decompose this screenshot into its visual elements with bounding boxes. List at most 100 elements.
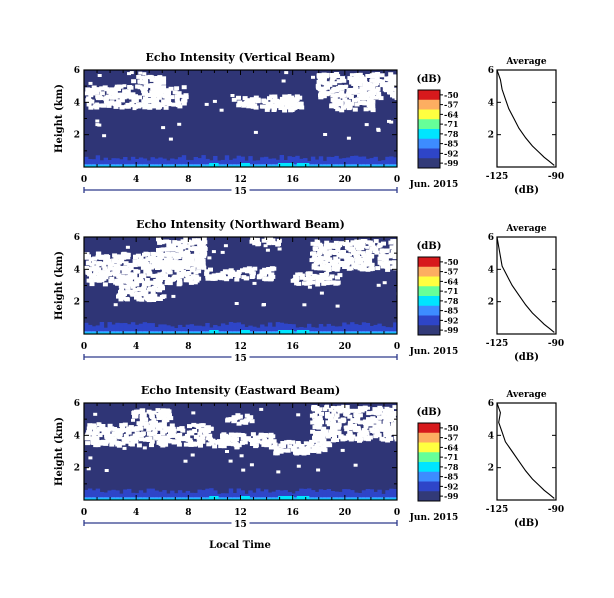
panel-3: Echo Intensity (Eastward Beam) 0 4 8 12 16 20 0… bbox=[54, 384, 564, 530]
average-y-tick: 4 bbox=[488, 98, 494, 108]
average-profile: Average 6 4 2 -125 -90 (dB) bbox=[486, 57, 564, 196]
day-label: 15 bbox=[234, 354, 247, 364]
x-tick-label: 0 bbox=[81, 342, 87, 352]
colorbar-tick: -57 bbox=[444, 100, 458, 110]
y-axis-label: Height (km) bbox=[54, 417, 65, 486]
colorbar-tick: -50 bbox=[444, 423, 459, 433]
date-axis: 15 Jun. 2015 bbox=[83, 347, 459, 364]
average-line bbox=[496, 402, 555, 499]
average-y-tick: 4 bbox=[488, 265, 494, 275]
date-axis: 15 Jun. 2015 bbox=[83, 513, 459, 530]
y-axis-label: Height (km) bbox=[54, 251, 65, 320]
y-tick-label: 4 bbox=[74, 431, 80, 441]
colorbar-tick: -85 bbox=[444, 306, 458, 316]
y-tick-label: 4 bbox=[74, 98, 80, 108]
echo-band bbox=[84, 322, 398, 334]
average-profile: Average 6 4 2 -125 -90 (dB) bbox=[486, 224, 564, 363]
x-tick-label: 12 bbox=[234, 342, 247, 352]
x-tick-label: 0 bbox=[81, 508, 87, 518]
average-title: Average bbox=[505, 57, 546, 67]
colorbar-tick: -85 bbox=[444, 472, 458, 482]
average-profile: Average 6 4 2 -125 -90 (dB) bbox=[486, 390, 564, 529]
data-gap-region bbox=[84, 237, 402, 308]
average-y-tick: 2 bbox=[488, 298, 494, 308]
average-y-tick: 6 bbox=[488, 66, 494, 76]
colorbar-tick: -71 bbox=[444, 286, 458, 296]
average-x-tick: -90 bbox=[548, 172, 564, 182]
heatmap-title: Echo Intensity (Northward Beam) bbox=[136, 218, 345, 231]
date-label: Jun. 2015 bbox=[409, 513, 459, 523]
y-tick-label: 4 bbox=[74, 265, 80, 275]
y-tick-label: 2 bbox=[74, 464, 80, 474]
average-x-label: (dB) bbox=[514, 518, 539, 529]
local-time-label: Local Time bbox=[209, 540, 271, 551]
data-gap-region bbox=[84, 404, 402, 474]
colorbar: (dB)-50-57-64-71-78-85-92-99 bbox=[417, 241, 459, 336]
x-tick-label: 12 bbox=[234, 175, 247, 185]
colorbar-tick: -57 bbox=[444, 433, 458, 443]
colorbar-tick: -92 bbox=[444, 315, 458, 325]
colorbar-tick: -57 bbox=[444, 267, 458, 277]
heatmap-title: Echo Intensity (Vertical Beam) bbox=[145, 51, 335, 64]
y-tick-label: 6 bbox=[74, 399, 80, 409]
x-tick-label: 20 bbox=[339, 175, 352, 185]
colorbar-unit: (dB) bbox=[417, 407, 442, 418]
average-x-label: (dB) bbox=[514, 352, 539, 363]
panel-2: Echo Intensity (Northward Beam)0 4 8 12 16 20… bbox=[54, 218, 564, 364]
average-x-tick: -90 bbox=[548, 505, 564, 515]
average-title: Average bbox=[505, 224, 546, 234]
day-label: 15 bbox=[234, 520, 247, 530]
colorbar-tick: -92 bbox=[444, 148, 458, 158]
y-tick-label: 6 bbox=[74, 233, 80, 243]
colorbar-tick: -64 bbox=[444, 109, 459, 119]
average-y-tick: 2 bbox=[488, 464, 494, 474]
average-line bbox=[496, 69, 555, 166]
colorbar-tick: -50 bbox=[444, 90, 459, 100]
average-line bbox=[496, 236, 555, 333]
colorbar-tick: -99 bbox=[444, 325, 459, 335]
y-tick-label: 2 bbox=[74, 131, 80, 141]
date-label: Jun. 2015 bbox=[409, 347, 459, 357]
day-label: 15 bbox=[234, 187, 247, 197]
x-tick-label: 16 bbox=[286, 175, 299, 185]
x-tick-label: 4 bbox=[133, 342, 139, 352]
x-tick-label: 20 bbox=[339, 342, 352, 352]
average-x-tick: -125 bbox=[486, 172, 509, 182]
x-tick-label: 8 bbox=[185, 342, 191, 352]
colorbar-tick: -50 bbox=[444, 257, 459, 267]
colorbar-tick: -78 bbox=[444, 462, 459, 472]
date-label: Jun. 2015 bbox=[409, 180, 459, 190]
y-tick-label: 6 bbox=[74, 66, 80, 76]
colorbar-tick: -85 bbox=[444, 139, 458, 149]
date-axis: 15 Jun. 2015 bbox=[83, 180, 459, 197]
y-tick-label: 2 bbox=[74, 298, 80, 308]
x-tick-label: 12 bbox=[234, 508, 247, 518]
x-tick-label: 4 bbox=[133, 175, 139, 185]
colorbar-tick: -71 bbox=[444, 452, 458, 462]
heatmap-background bbox=[84, 70, 397, 167]
colorbar-tick: -64 bbox=[444, 276, 459, 286]
average-y-tick: 4 bbox=[488, 431, 494, 441]
data-gap-region bbox=[84, 71, 402, 141]
x-tick-label: 8 bbox=[185, 508, 191, 518]
average-y-tick: 6 bbox=[488, 399, 494, 409]
average-x-label: (dB) bbox=[514, 185, 539, 196]
x-tick-label: 0 bbox=[394, 508, 400, 518]
x-tick-label: 20 bbox=[339, 508, 352, 518]
x-tick-label: 0 bbox=[394, 342, 400, 352]
colorbar: (dB)-50-57-64-71-78-85-92-99 bbox=[417, 407, 459, 502]
colorbar-tick: -92 bbox=[444, 481, 458, 491]
average-y-tick: 6 bbox=[488, 233, 494, 243]
average-x-tick: -125 bbox=[486, 505, 509, 515]
average-x-tick: -90 bbox=[548, 339, 564, 349]
panel-1: Echo Intensity (Vertical Beam) 0 4 8 12 16 20 0… bbox=[54, 51, 564, 197]
heatmap-title: Echo Intensity (Eastward Beam) bbox=[141, 384, 340, 397]
colorbar-tick: -71 bbox=[444, 119, 458, 129]
colorbar-tick: -64 bbox=[444, 442, 459, 452]
colorbar: (dB)-50-57-64-71-78-85-92-99 bbox=[417, 74, 459, 169]
average-title: Average bbox=[505, 390, 546, 400]
x-tick-label: 8 bbox=[185, 175, 191, 185]
colorbar-unit: (dB) bbox=[417, 74, 442, 85]
y-axis-label: Height (km) bbox=[54, 84, 65, 153]
